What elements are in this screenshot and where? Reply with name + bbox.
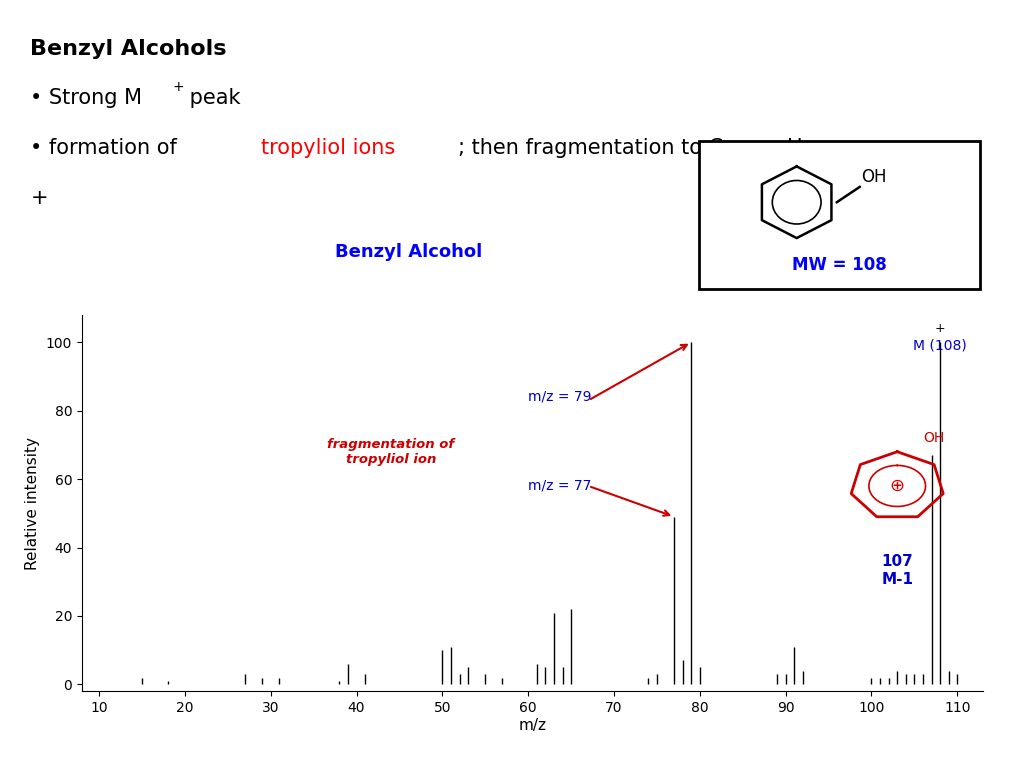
Text: +: + (31, 187, 48, 207)
Text: H: H (787, 138, 803, 158)
Text: fragmentation of
tropyliol ion: fragmentation of tropyliol ion (328, 438, 455, 466)
Text: 5: 5 (821, 150, 830, 164)
Text: +: + (935, 323, 945, 336)
Text: MW = 108: MW = 108 (793, 256, 887, 274)
Text: 6: 6 (772, 150, 781, 164)
Text: M (108): M (108) (913, 339, 967, 353)
Text: Benzyl Alcohols: Benzyl Alcohols (31, 38, 226, 58)
Text: +: + (173, 80, 184, 94)
Text: peak: peak (182, 88, 241, 108)
Text: m/z = 77: m/z = 77 (528, 478, 592, 493)
Text: • formation of: • formation of (31, 138, 184, 158)
Text: ⊕: ⊕ (890, 477, 905, 495)
Text: m/z = 79: m/z = 79 (528, 390, 592, 404)
Y-axis label: Relative intensity: Relative intensity (26, 436, 40, 570)
Text: tropyliol ions: tropyliol ions (261, 138, 395, 158)
Text: 107
M-1: 107 M-1 (882, 554, 913, 587)
Text: ; then fragmentation to C: ; then fragmentation to C (458, 138, 723, 158)
X-axis label: m/z: m/z (518, 718, 547, 733)
Text: Benzyl Alcohol: Benzyl Alcohol (335, 243, 482, 261)
Text: • Strong M: • Strong M (31, 88, 142, 108)
Text: OH: OH (861, 167, 887, 186)
Text: OH: OH (923, 431, 944, 445)
